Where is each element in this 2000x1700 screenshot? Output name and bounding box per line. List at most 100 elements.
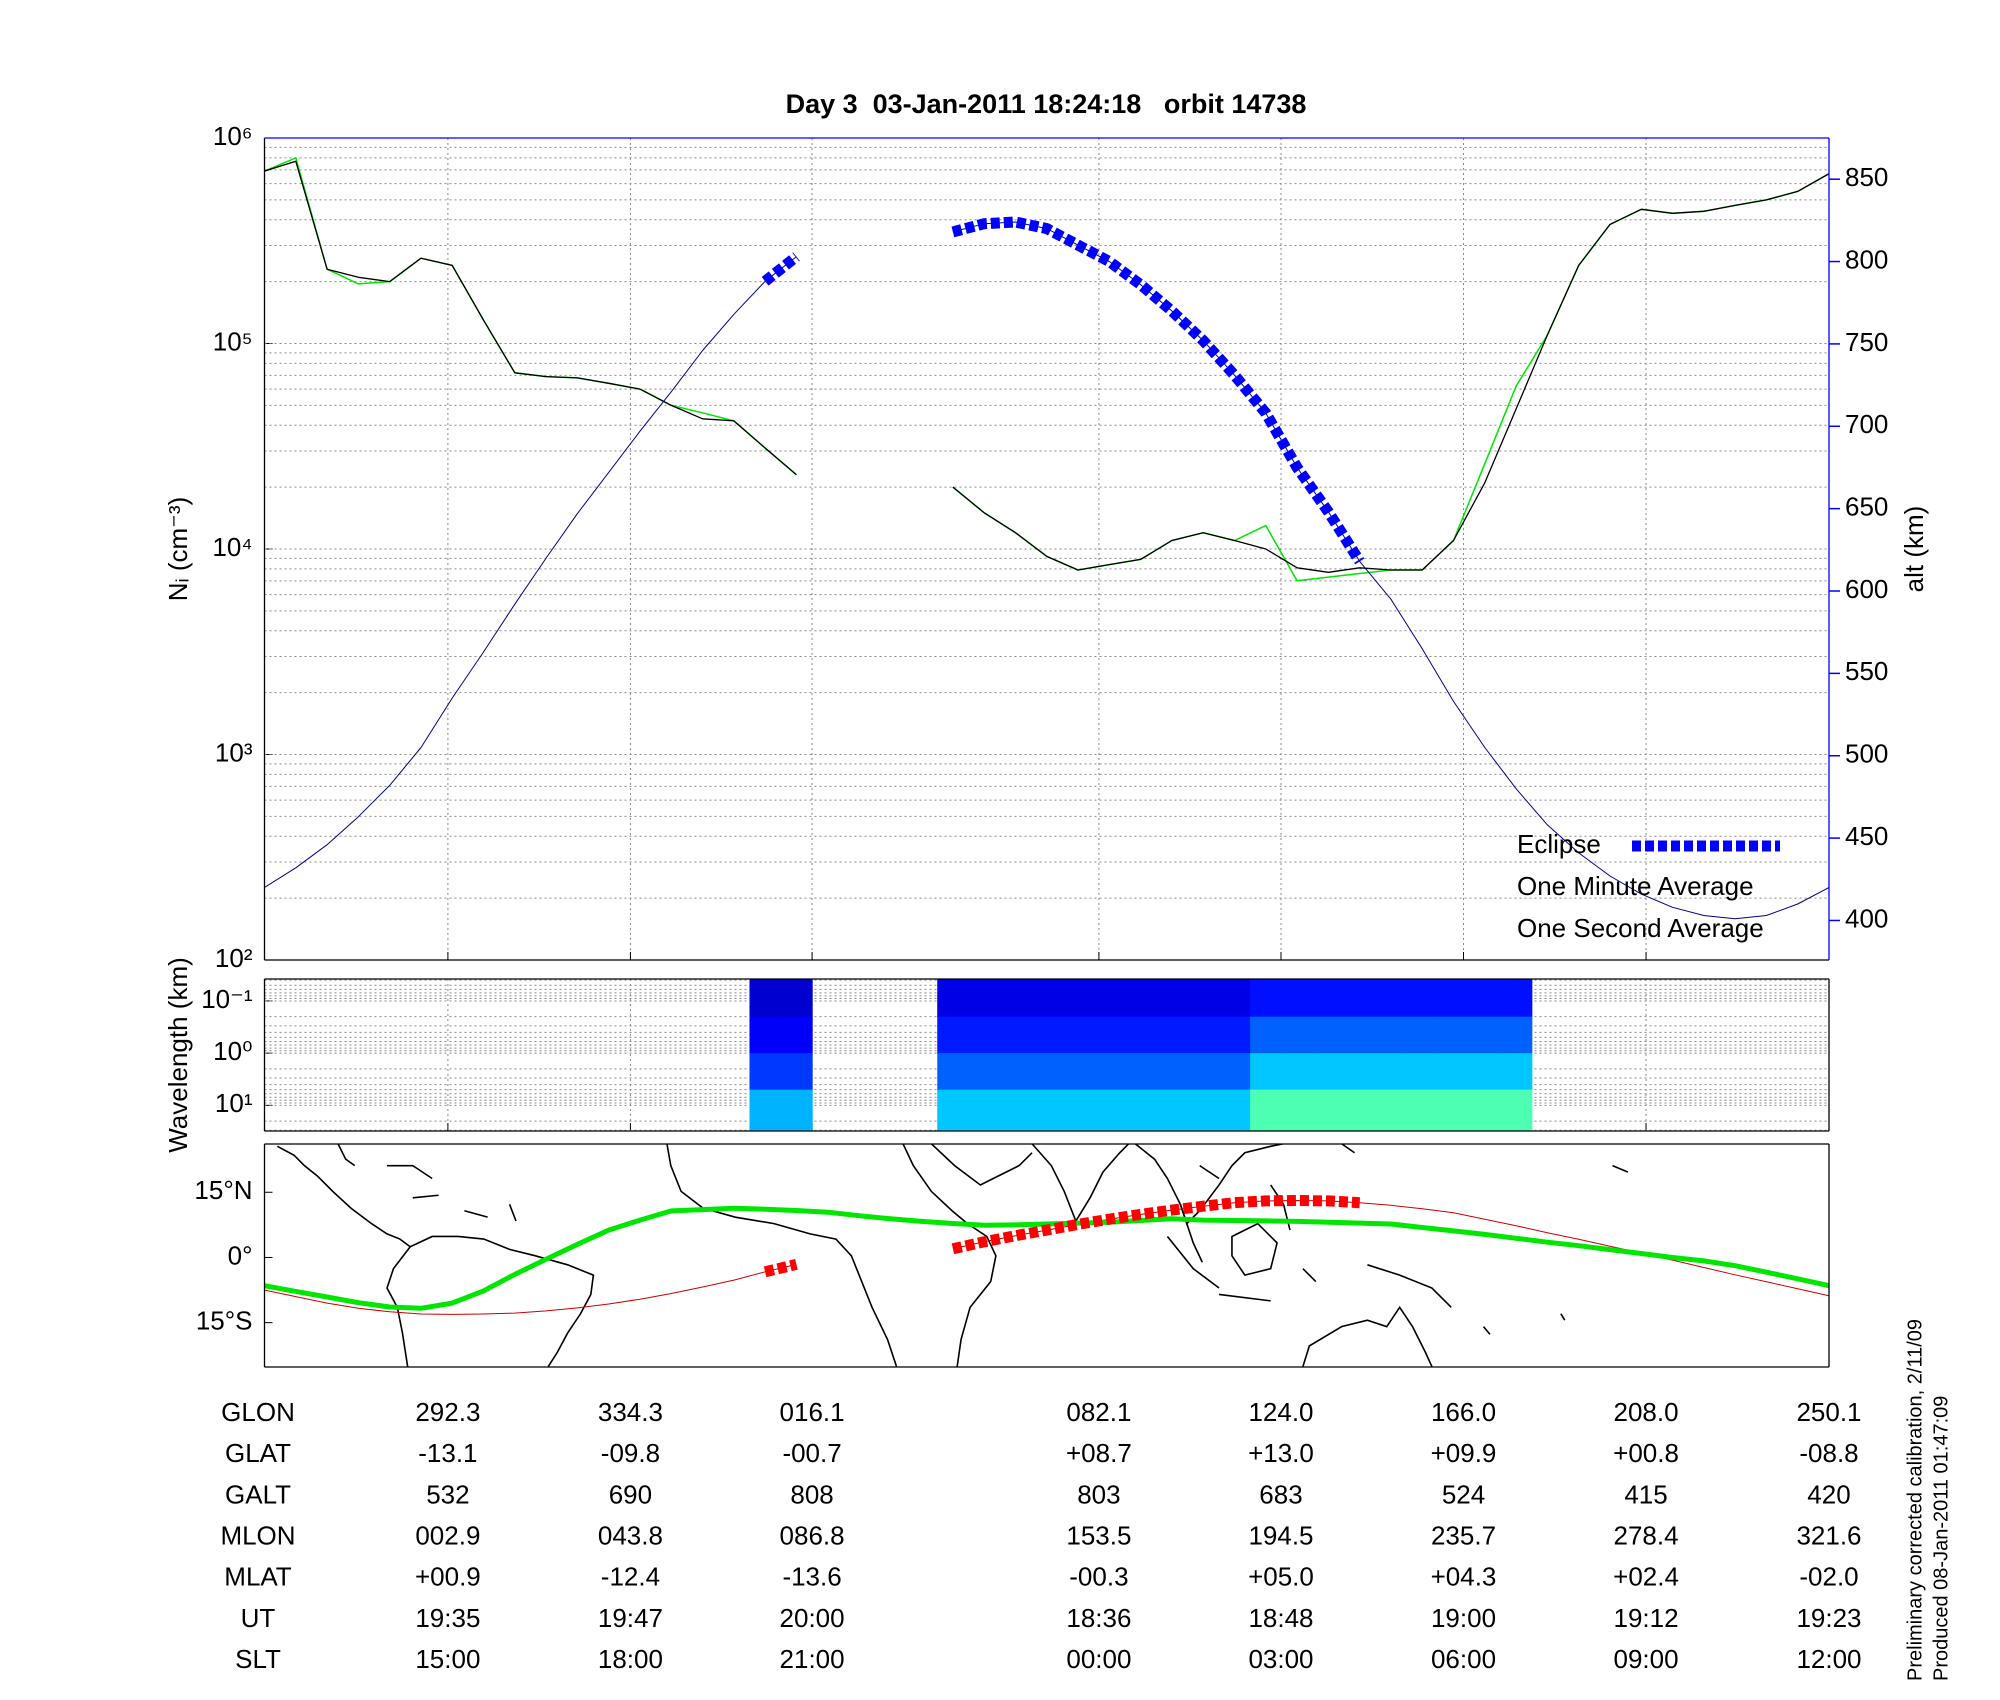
heat-cell [1312, 1053, 1345, 1091]
table-cell: 420 [1807, 1479, 1850, 1509]
heat-cell [999, 1016, 1032, 1054]
y-axis-label: Nᵢ (cm⁻³) [163, 497, 193, 601]
heat-cell [749, 1089, 782, 1131]
heat-cell [1250, 1053, 1283, 1091]
heat-cell [1218, 1089, 1251, 1131]
table-cell: 21:00 [780, 1644, 845, 1674]
y-tick-label: 10¹ [215, 1088, 253, 1118]
y-tick-label: 15°N [194, 1175, 252, 1205]
heat-cell [1500, 1053, 1533, 1091]
table-cell: 124.0 [1248, 1397, 1313, 1427]
heat-cell [1500, 1016, 1533, 1054]
table-row-label: GALT [225, 1479, 291, 1509]
heat-cell [1469, 979, 1502, 1018]
heat-cell [1250, 979, 1283, 1018]
heat-cell [1250, 1016, 1283, 1054]
table-row-label: MLON [220, 1520, 295, 1550]
heat-cell [1281, 1053, 1314, 1091]
table-cell: 18:00 [598, 1644, 663, 1674]
y2-tick-label: 650 [1845, 492, 1888, 522]
y-tick-label: 10⁴ [212, 532, 252, 562]
table-cell: 016.1 [780, 1397, 845, 1427]
table-cell: 194.5 [1248, 1520, 1313, 1550]
heat-cell [1218, 1016, 1251, 1054]
table-cell: +05.0 [1248, 1562, 1314, 1592]
table-cell: 086.8 [780, 1520, 845, 1550]
heat-cell [1124, 1053, 1157, 1091]
y-tick-label: 10⁰ [213, 1036, 252, 1066]
y2-tick-label: 500 [1845, 739, 1888, 769]
heat-cell [1124, 979, 1157, 1018]
heat-cell [1156, 1053, 1189, 1091]
y2-tick-label: 400 [1845, 903, 1888, 933]
table-cell: 002.9 [415, 1520, 480, 1550]
heat-cell [1406, 1016, 1439, 1054]
legend-label: Eclipse [1517, 829, 1601, 859]
heat-cell [1250, 1089, 1283, 1131]
y2-tick-label: 750 [1845, 327, 1888, 357]
footer-note: Produced 08-Jan-2011 01:47:09 [1930, 1396, 1952, 1681]
heat-cell [937, 979, 970, 1018]
table-cell: 12:00 [1796, 1644, 1861, 1674]
table-cell: 250.1 [1796, 1397, 1861, 1427]
heat-cell [1156, 1089, 1189, 1131]
table-cell: +13.0 [1248, 1438, 1314, 1468]
heat-cell [999, 1053, 1032, 1091]
heat-cell [1469, 1053, 1502, 1091]
heat-cell [1437, 1089, 1470, 1131]
table-row-label: GLAT [225, 1438, 291, 1468]
table-cell: 166.0 [1431, 1397, 1496, 1427]
heat-cell [1281, 1089, 1314, 1131]
table-cell: 683 [1259, 1479, 1302, 1509]
table-cell: 00:00 [1066, 1644, 1131, 1674]
heat-cell [1406, 1053, 1439, 1091]
table-cell: 808 [790, 1479, 833, 1509]
heat-cell [1187, 1016, 1220, 1054]
table-row-label: SLT [235, 1644, 281, 1674]
y2-tick-label: 550 [1845, 656, 1888, 686]
table-cell: 19:23 [1796, 1603, 1861, 1633]
y-axis-label: Wavelength (km) [163, 957, 193, 1153]
table-cell: 043.8 [598, 1520, 663, 1550]
heat-cell [1281, 979, 1314, 1018]
heat-cell [1156, 1016, 1189, 1054]
table-cell: +08.7 [1066, 1438, 1132, 1468]
table-cell: -08.8 [1799, 1438, 1858, 1468]
heat-cell [1312, 1016, 1345, 1054]
y-tick-label: 10³ [215, 737, 253, 767]
table-row-label: UT [241, 1603, 276, 1633]
heat-cell [1344, 1089, 1376, 1131]
chart-title: Day 3 03-Jan-2011 18:24:18 orbit 14738 [786, 89, 1307, 119]
table-cell: 532 [426, 1479, 469, 1509]
table-cell: 334.3 [598, 1397, 663, 1427]
heat-cell [1375, 1053, 1408, 1091]
table-cell: 18:36 [1066, 1603, 1131, 1633]
y2-tick-label: 600 [1845, 574, 1888, 604]
y2-axis-label: alt (km) [1899, 506, 1929, 593]
heat-cell [780, 1089, 813, 1131]
series-line [264, 221, 1829, 920]
table-cell: 803 [1077, 1479, 1120, 1509]
heat-cell [1437, 1053, 1470, 1091]
table-cell: 19:47 [598, 1603, 663, 1633]
heat-cell [1093, 1016, 1126, 1054]
table-cell: 20:00 [780, 1603, 845, 1633]
table-cell: 208.0 [1614, 1397, 1679, 1427]
table-cell: +02.4 [1613, 1562, 1679, 1592]
table-cell: +00.8 [1613, 1438, 1679, 1468]
eclipse-line [761, 216, 1365, 565]
y-tick-label: 0° [228, 1240, 253, 1270]
heat-cell [968, 1053, 1001, 1091]
heat-cell [780, 1053, 813, 1091]
table-cell: 19:00 [1431, 1603, 1496, 1633]
y-tick-label: 15°S [196, 1306, 253, 1336]
table-cell: 524 [1442, 1479, 1485, 1509]
table-cell: -09.8 [601, 1438, 660, 1468]
heat-cell [1124, 1016, 1157, 1054]
heat-cell [1093, 1089, 1126, 1131]
table-cell: 690 [609, 1479, 652, 1509]
heat-cell [1124, 1089, 1157, 1131]
table-cell: -13.1 [418, 1438, 477, 1468]
table-row-label: GLON [221, 1397, 295, 1427]
